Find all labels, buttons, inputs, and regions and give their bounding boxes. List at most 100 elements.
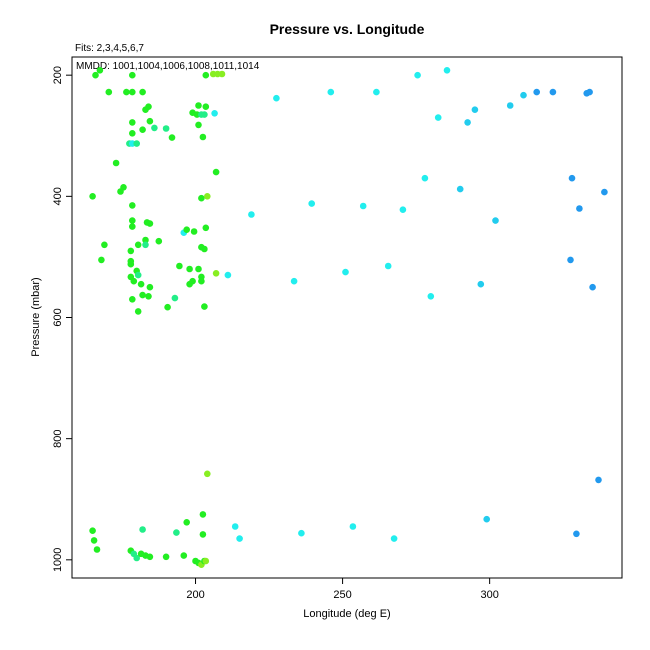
data-point [92, 71, 99, 79]
data-point [202, 557, 210, 565]
data-point [90, 537, 98, 544]
data-point [129, 119, 136, 126]
data-point [199, 511, 207, 518]
data-point [586, 88, 593, 96]
data-point [464, 119, 471, 126]
y-tick-label: 400 [52, 187, 64, 205]
data-point [373, 88, 380, 96]
y-tick-label: 200 [52, 66, 64, 84]
data-point [443, 67, 451, 74]
data-point [195, 121, 202, 129]
y-tick-label: 800 [52, 429, 64, 447]
data-point [290, 277, 298, 285]
fits-annotation: Fits: 2,3,4,5,6,7 [75, 43, 144, 54]
data-point [139, 126, 146, 133]
data-point [112, 159, 120, 167]
data-point [273, 94, 280, 102]
data-point [105, 88, 113, 96]
data-point [139, 526, 146, 533]
data-point [180, 552, 188, 559]
x-tick-label: 200 [186, 589, 204, 601]
data-point [195, 265, 202, 273]
data-point [201, 303, 208, 310]
data-point [224, 271, 232, 279]
data-point [96, 67, 104, 74]
data-points [89, 67, 608, 568]
data-point [137, 280, 145, 288]
y-tick-label: 600 [52, 308, 64, 326]
data-point [162, 125, 170, 132]
data-point [483, 515, 491, 523]
data-point [98, 256, 105, 264]
data-point [129, 296, 136, 303]
data-point [129, 223, 136, 230]
data-point [195, 102, 202, 109]
data-point [142, 236, 149, 244]
data-point [359, 202, 367, 210]
data-point [202, 71, 210, 79]
data-point [142, 241, 149, 249]
data-point [533, 88, 540, 96]
data-point [202, 224, 210, 232]
data-point [145, 103, 152, 110]
data-point [162, 553, 170, 561]
data-point [212, 168, 220, 176]
data-point [211, 110, 218, 117]
data-point [231, 523, 239, 530]
data-point [506, 102, 514, 109]
data-point [164, 303, 171, 311]
mmdd-annotation: MMDD: 1001,1004,1006,1008,1011,1014 [76, 61, 260, 72]
x-tick-label: 250 [333, 589, 351, 601]
data-point [595, 476, 602, 484]
data-point [549, 88, 557, 96]
data-point [434, 114, 442, 121]
data-point [199, 133, 207, 141]
data-point [134, 308, 142, 315]
data-point [134, 271, 142, 279]
data-point [176, 262, 183, 270]
data-point [146, 220, 154, 227]
data-point [183, 226, 190, 233]
data-point [130, 277, 138, 285]
data-point [151, 124, 158, 132]
data-point [145, 293, 152, 300]
data-point [456, 185, 464, 193]
data-point [390, 535, 398, 542]
data-point [198, 194, 205, 202]
data-point [168, 134, 176, 141]
data-point [139, 291, 146, 299]
data-point [520, 91, 527, 99]
data-point [146, 283, 154, 291]
y-tick-label: 1000 [52, 548, 64, 572]
data-point [236, 535, 243, 542]
data-point [146, 553, 154, 561]
data-point [202, 103, 210, 110]
data-point [218, 70, 226, 78]
data-point [173, 529, 180, 536]
x-axis-label: Longitude (deg E) [303, 608, 390, 620]
data-point [129, 71, 136, 79]
data-point [201, 111, 208, 118]
data-point [183, 519, 190, 526]
data-point [134, 241, 142, 249]
chart-title: Pressure vs. Longitude [270, 21, 425, 37]
data-point [298, 529, 305, 537]
data-point [129, 202, 136, 209]
data-point [133, 140, 140, 147]
plot-frame [71, 56, 623, 579]
data-point [576, 205, 583, 212]
data-point [308, 200, 316, 207]
data-point [127, 247, 135, 255]
data-point [384, 262, 392, 270]
data-point [414, 71, 421, 79]
data-point [190, 228, 198, 235]
data-point [189, 277, 196, 285]
data-point [139, 88, 146, 96]
data-point [186, 265, 193, 273]
data-point [573, 530, 580, 538]
data-point [89, 193, 96, 200]
data-point [129, 217, 136, 224]
data-point [198, 277, 205, 285]
data-point [601, 188, 608, 196]
